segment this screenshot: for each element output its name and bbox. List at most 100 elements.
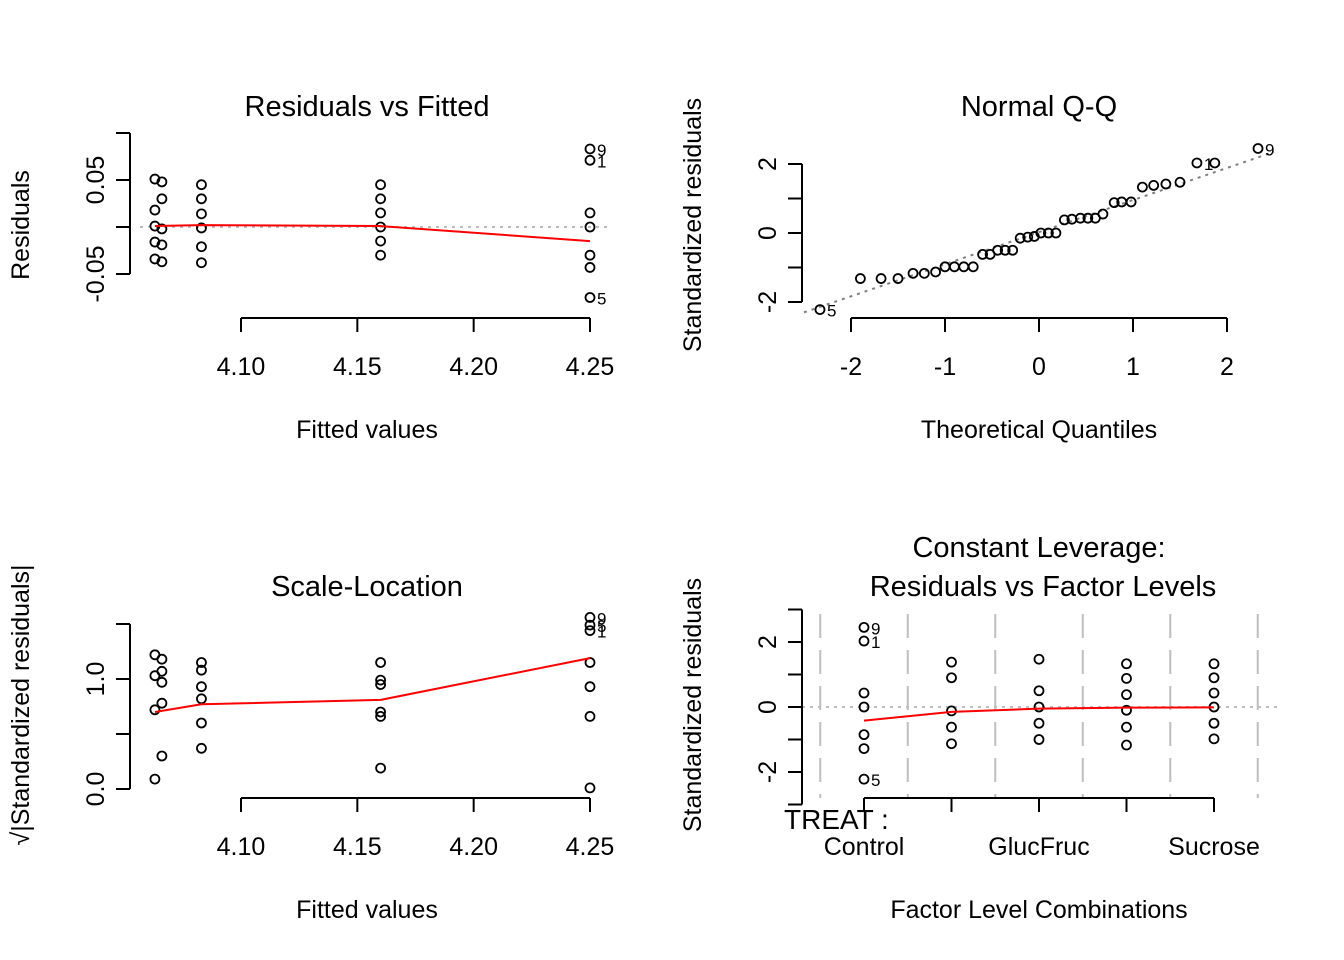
data-point xyxy=(584,782,596,794)
data-point xyxy=(584,249,596,261)
data-point xyxy=(149,173,161,185)
y-tick-label: 0 xyxy=(754,700,782,714)
data-point xyxy=(584,143,596,155)
data-point xyxy=(375,711,387,722)
data-point xyxy=(855,273,866,284)
data-point xyxy=(584,262,596,273)
data-point xyxy=(858,687,870,699)
x-tick-label: 4.10 xyxy=(217,833,266,861)
x-tick-label: 4.25 xyxy=(566,353,615,381)
data-point xyxy=(930,266,941,278)
data-point xyxy=(584,625,596,636)
data-point xyxy=(1121,689,1132,701)
x-tick-label: 4.15 xyxy=(333,833,382,861)
data-point xyxy=(946,721,957,733)
data-point xyxy=(1050,227,1062,239)
data-point xyxy=(1121,721,1132,733)
x-tick-label: -2 xyxy=(840,353,862,381)
point-label: 5 xyxy=(827,302,836,321)
smoother-line xyxy=(154,224,591,243)
y-axis-label: Standardized residuals xyxy=(679,578,707,832)
panel-title: Residuals vs Fitted xyxy=(245,91,490,123)
x-tick-label: -1 xyxy=(934,353,956,381)
panel-title: Constant Leverage: xyxy=(912,532,1165,564)
y-tick-label: -0.05 xyxy=(82,246,110,303)
point-label: 1 xyxy=(871,633,880,652)
data-point xyxy=(375,674,387,686)
data-point xyxy=(1252,143,1264,154)
y-axis-label: Standardized residuals xyxy=(679,98,707,352)
panel-scale-location: Scale-Location Fitted values √|Standardi… xyxy=(7,564,614,924)
panel-title: Scale-Location xyxy=(271,571,463,603)
data-point xyxy=(156,256,168,268)
data-point xyxy=(584,657,596,668)
x-tick-label: 0 xyxy=(1032,353,1046,381)
data-point xyxy=(375,657,387,668)
point-label: 9 xyxy=(597,141,606,160)
x-axis-label: Theoretical Quantiles xyxy=(921,416,1157,444)
x-axis-label: Factor Level Combinations xyxy=(890,896,1187,924)
point-label: 1 xyxy=(597,623,606,642)
data-point xyxy=(196,179,207,191)
data-point xyxy=(375,762,387,774)
data-point xyxy=(196,193,207,205)
data-point xyxy=(584,681,596,693)
data-point xyxy=(375,207,387,219)
data-point xyxy=(149,773,161,785)
data-point xyxy=(1208,717,1220,729)
data-point xyxy=(814,304,826,315)
x-tick-label: GlucFruc xyxy=(988,833,1089,861)
point-label: 9 xyxy=(1265,140,1274,159)
data-point xyxy=(375,249,387,261)
x-tick-label: Sucrose xyxy=(1168,833,1260,861)
data-point xyxy=(1108,197,1120,209)
data-point xyxy=(946,656,957,668)
data-point xyxy=(1058,214,1070,226)
smoother-line xyxy=(863,706,1215,722)
data-point xyxy=(149,236,161,248)
y-tick-label: 2 xyxy=(754,635,782,649)
data-point xyxy=(1022,231,1034,243)
data-point xyxy=(196,693,207,705)
x-tick-label: 4.25 xyxy=(566,833,615,861)
panel-constant-leverage: Constant Leverage: Residuals vs Factor L… xyxy=(679,532,1280,924)
data-point xyxy=(1121,658,1132,670)
data-point xyxy=(1209,157,1221,169)
y-axis-label: √|Standardized residuals| xyxy=(7,564,35,845)
data-point xyxy=(1035,227,1047,239)
x-tick-label: 4.10 xyxy=(217,353,266,381)
data-point xyxy=(1043,227,1054,239)
data-point xyxy=(1033,701,1045,713)
point-label: 5 xyxy=(597,617,606,636)
y-tick-label: 2 xyxy=(754,157,782,171)
data-point xyxy=(156,750,168,762)
x-tick-label: 4.20 xyxy=(449,833,498,861)
data-point xyxy=(999,244,1011,256)
data-point xyxy=(1074,212,1086,224)
data-point xyxy=(196,257,207,269)
data-point xyxy=(584,292,596,303)
data-point xyxy=(196,681,207,693)
y-tick-label: 1.0 xyxy=(82,662,110,697)
x-tick-label: 4.15 xyxy=(333,353,382,381)
data-point xyxy=(1208,733,1220,745)
data-point xyxy=(196,241,207,253)
data-point xyxy=(1033,685,1045,697)
data-point xyxy=(1033,653,1045,665)
data-point xyxy=(196,742,207,754)
data-point xyxy=(584,619,596,631)
data-point xyxy=(156,239,168,251)
data-point xyxy=(1014,232,1026,244)
data-point xyxy=(375,679,387,690)
data-point xyxy=(875,273,887,284)
data-point xyxy=(375,235,387,247)
point-label: 9 xyxy=(597,609,606,628)
point-label: 1 xyxy=(597,152,606,171)
data-point xyxy=(584,612,596,623)
data-point xyxy=(907,267,919,279)
data-point xyxy=(918,267,930,279)
data-point xyxy=(584,207,596,219)
x-axis-label: Fitted values xyxy=(296,416,438,444)
data-point xyxy=(1125,196,1137,208)
x-tick-label: 4.20 xyxy=(449,353,498,381)
